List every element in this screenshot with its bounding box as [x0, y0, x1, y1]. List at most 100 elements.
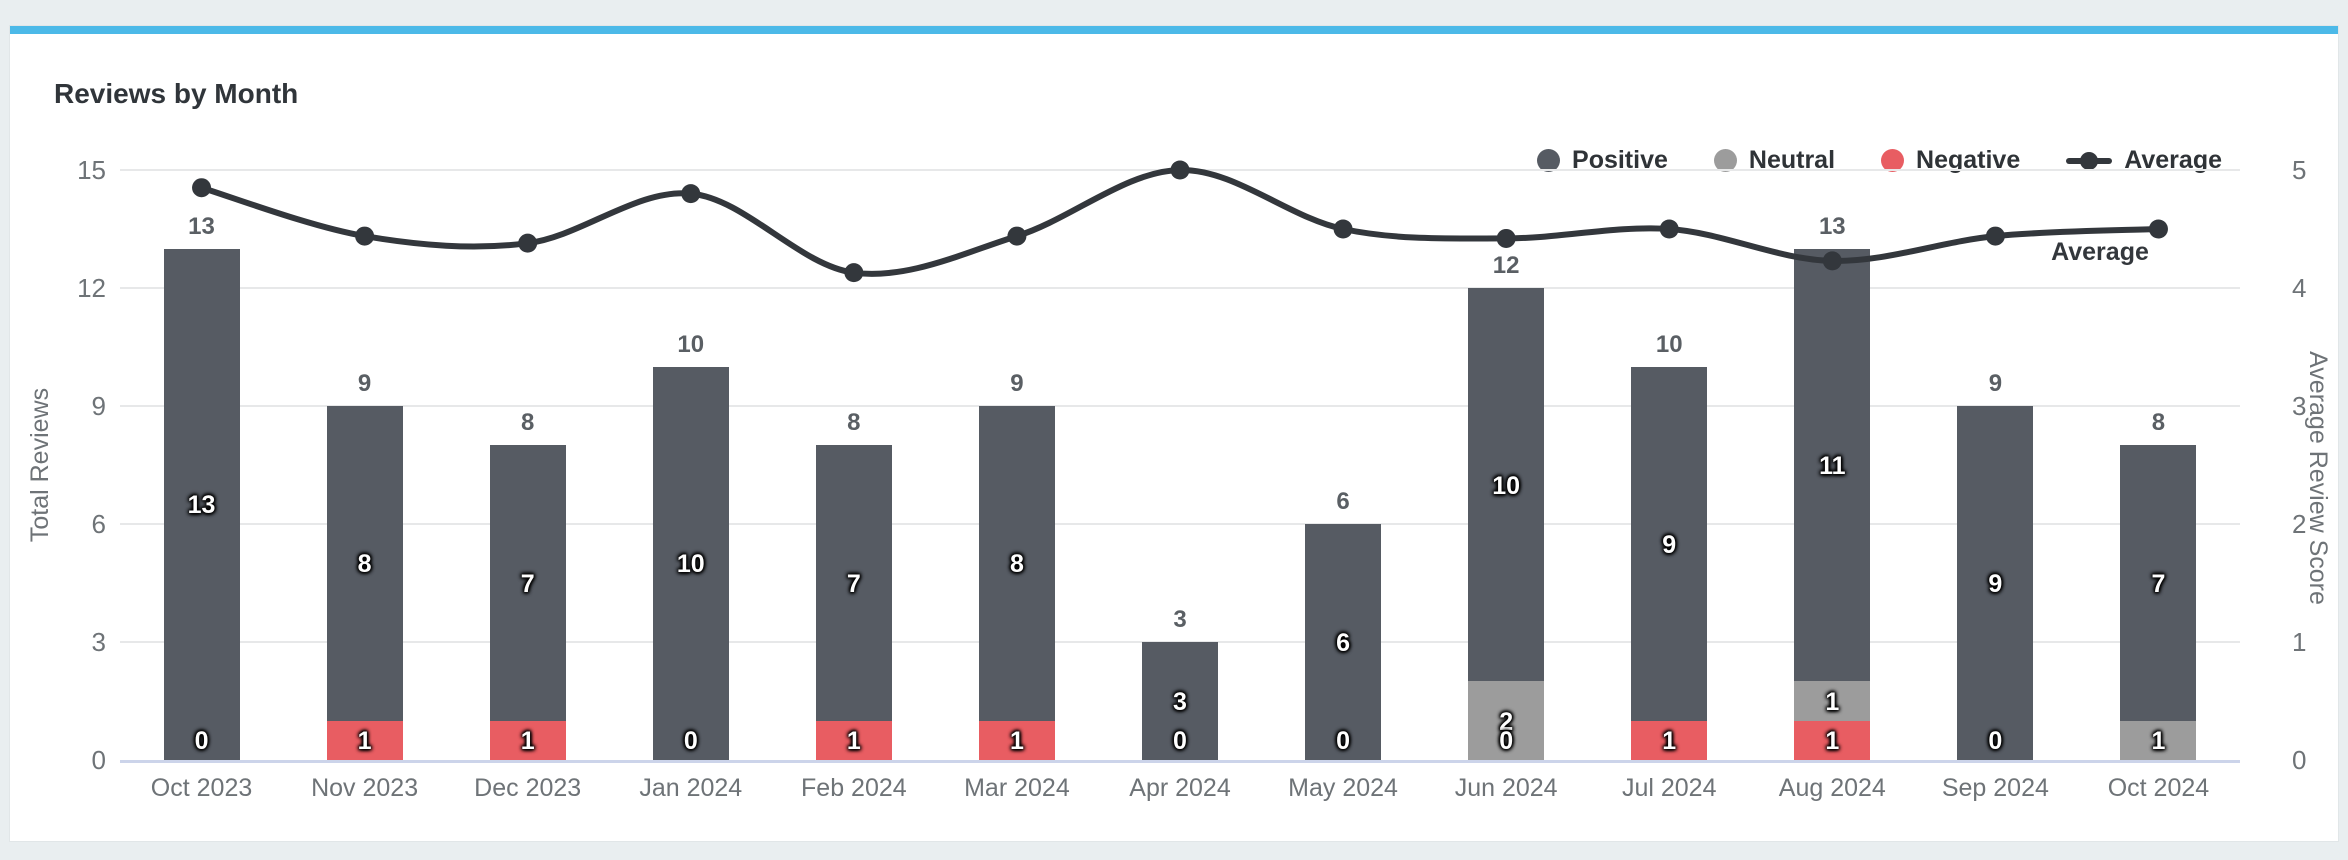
positive-count-label: 9 — [1988, 570, 2003, 598]
average-line-layer — [192, 160, 2168, 283]
average-point[interactable] — [1170, 160, 1190, 180]
bar-total-label: 9 — [1988, 370, 2003, 397]
bar-total-label: 9 — [1010, 370, 1024, 397]
bar-segment-positive[interactable] — [1468, 288, 1545, 682]
chart-title: Reviews by Month — [54, 78, 299, 109]
right-axis-tick: 5 — [2292, 155, 2307, 185]
plot-area: 13 0 13 1 8 9 1 7 8 10 0 10 1 7 8 1 8 9 3 0 3 6 0 6 2 10 0 12 1 9 10 1 1… — [120, 160, 2240, 760]
negative-count-label: 1 — [1009, 727, 1024, 756]
bar-segment-positive[interactable] — [326, 406, 403, 721]
x-axis-label: Apr 2024 — [1129, 774, 1231, 802]
average-point[interactable] — [844, 263, 864, 283]
bar-segment-negative[interactable] — [326, 720, 403, 760]
average-point[interactable] — [1985, 226, 2005, 246]
legend-swatch-icon — [1537, 149, 1561, 172]
x-axis-label: Oct 2024 — [2107, 774, 2210, 802]
x-axis-label: Nov 2023 — [311, 774, 419, 802]
negative-count-label: 0 — [1336, 727, 1351, 755]
gridline — [120, 523, 2240, 525]
bar-segment-positive[interactable] — [815, 445, 892, 721]
positive-count-label: 3 — [1173, 688, 1187, 716]
bar-total-label: 8 — [2151, 409, 2166, 437]
bar-segment-positive[interactable] — [489, 445, 566, 721]
bar-segment-negative[interactable] — [489, 720, 566, 760]
bar-segment-positive[interactable] — [2120, 445, 2197, 721]
average-point[interactable] — [2148, 219, 2168, 239]
right-axis-title: Average Review Score — [2304, 351, 2332, 605]
average-point[interactable] — [1822, 251, 1842, 271]
average-point[interactable] — [681, 184, 701, 204]
gridline — [120, 405, 2240, 407]
negative-count-label: 0 — [1499, 727, 1514, 755]
bar-segment-positive[interactable] — [163, 248, 240, 760]
negative-count-label: 1 — [1825, 727, 1840, 756]
positive-count-label: 8 — [357, 550, 372, 579]
bar-total-label: 8 — [521, 409, 535, 437]
bar-segment-negative[interactable] — [815, 720, 892, 760]
positive-count-label: 8 — [1009, 550, 1024, 579]
right-axis-tick: 1 — [2292, 627, 2307, 657]
negative-count-label: 0 — [194, 727, 209, 755]
negative-count-label: 0 — [1988, 727, 2003, 755]
x-axis-label: Aug 2024 — [1778, 774, 1886, 802]
average-point[interactable] — [1333, 219, 1353, 239]
average-point[interactable] — [192, 178, 212, 198]
x-axis-label: Jan 2024 — [639, 774, 743, 802]
bar-total-label: 9 — [357, 370, 372, 397]
negative-count-label: 0 — [683, 727, 698, 755]
right-axis-tick: 0 — [2292, 745, 2307, 775]
right-axis-tick: 2 — [2292, 509, 2307, 539]
average-point[interactable] — [1496, 228, 1516, 248]
neutral-count-label: 2 — [1499, 707, 1514, 736]
bar-segment-positive[interactable] — [1305, 524, 1382, 760]
bar-segment-negative[interactable] — [1794, 720, 1871, 760]
positive-count-label: 7 — [846, 570, 861, 598]
negative-count-label: 1 — [520, 727, 535, 756]
left-axis-tick: 12 — [77, 273, 106, 303]
left-axis-tick: 0 — [91, 745, 106, 775]
x-axis-label: Mar 2024 — [964, 774, 1070, 802]
bar-segment-negative[interactable] — [978, 720, 1055, 760]
neutral-count-label: 1 — [2151, 727, 2166, 756]
positive-count-label: 6 — [1336, 629, 1351, 657]
bar-total-label: 10 — [677, 330, 705, 358]
average-series-label: Average — [2051, 238, 2149, 266]
left-axis-tick: 9 — [91, 391, 106, 421]
bar-segment-positive[interactable] — [1794, 248, 1871, 682]
bar-segment-negative[interactable] — [1631, 720, 1708, 760]
left-axis-tick: 6 — [91, 509, 106, 539]
average-point[interactable] — [1659, 219, 1679, 239]
average-point[interactable] — [355, 226, 375, 246]
bar-total-label: 8 — [847, 409, 861, 437]
bar-segment-positive[interactable] — [1142, 642, 1218, 760]
right-axis-tick: 3 — [2292, 391, 2307, 421]
bar-segment-neutral[interactable] — [1794, 681, 1871, 721]
bar-segment-positive[interactable] — [978, 406, 1055, 721]
bar-segment-positive[interactable] — [652, 366, 729, 760]
negative-count-label: 1 — [357, 727, 372, 756]
average-point[interactable] — [518, 233, 538, 253]
bar-total-label: 13 — [1818, 212, 1846, 240]
bar-total-label: 10 — [1655, 330, 1683, 358]
negative-count-label: 0 — [1173, 727, 1187, 755]
x-axis-label: Jul 2024 — [1621, 774, 1717, 802]
average-point[interactable] — [1007, 226, 1027, 246]
bar-total-label: 6 — [1336, 488, 1350, 515]
x-axis-label: Sep 2024 — [1941, 774, 2049, 802]
neutral-count-label: 1 — [1825, 688, 1840, 716]
average-line — [200, 166, 2159, 277]
positive-count-label: 11 — [1819, 452, 1846, 480]
bar-segment-positive[interactable] — [1957, 406, 2034, 760]
positive-count-label: 7 — [520, 570, 535, 598]
x-axis-label: Jun 2024 — [1454, 774, 1558, 802]
x-axis-label: Oct 2023 — [150, 774, 253, 802]
bar-segment-neutral[interactable] — [1468, 681, 1545, 760]
gridline — [120, 287, 2240, 289]
left-axis-tick: 3 — [91, 627, 106, 657]
negative-count-label: 1 — [1662, 727, 1677, 756]
left-axis-title: Total Reviews — [26, 387, 54, 543]
bar-segment-neutral[interactable] — [2120, 720, 2197, 760]
bar-segment-positive[interactable] — [1631, 366, 1708, 721]
bar-total-label: 12 — [1492, 252, 1520, 279]
